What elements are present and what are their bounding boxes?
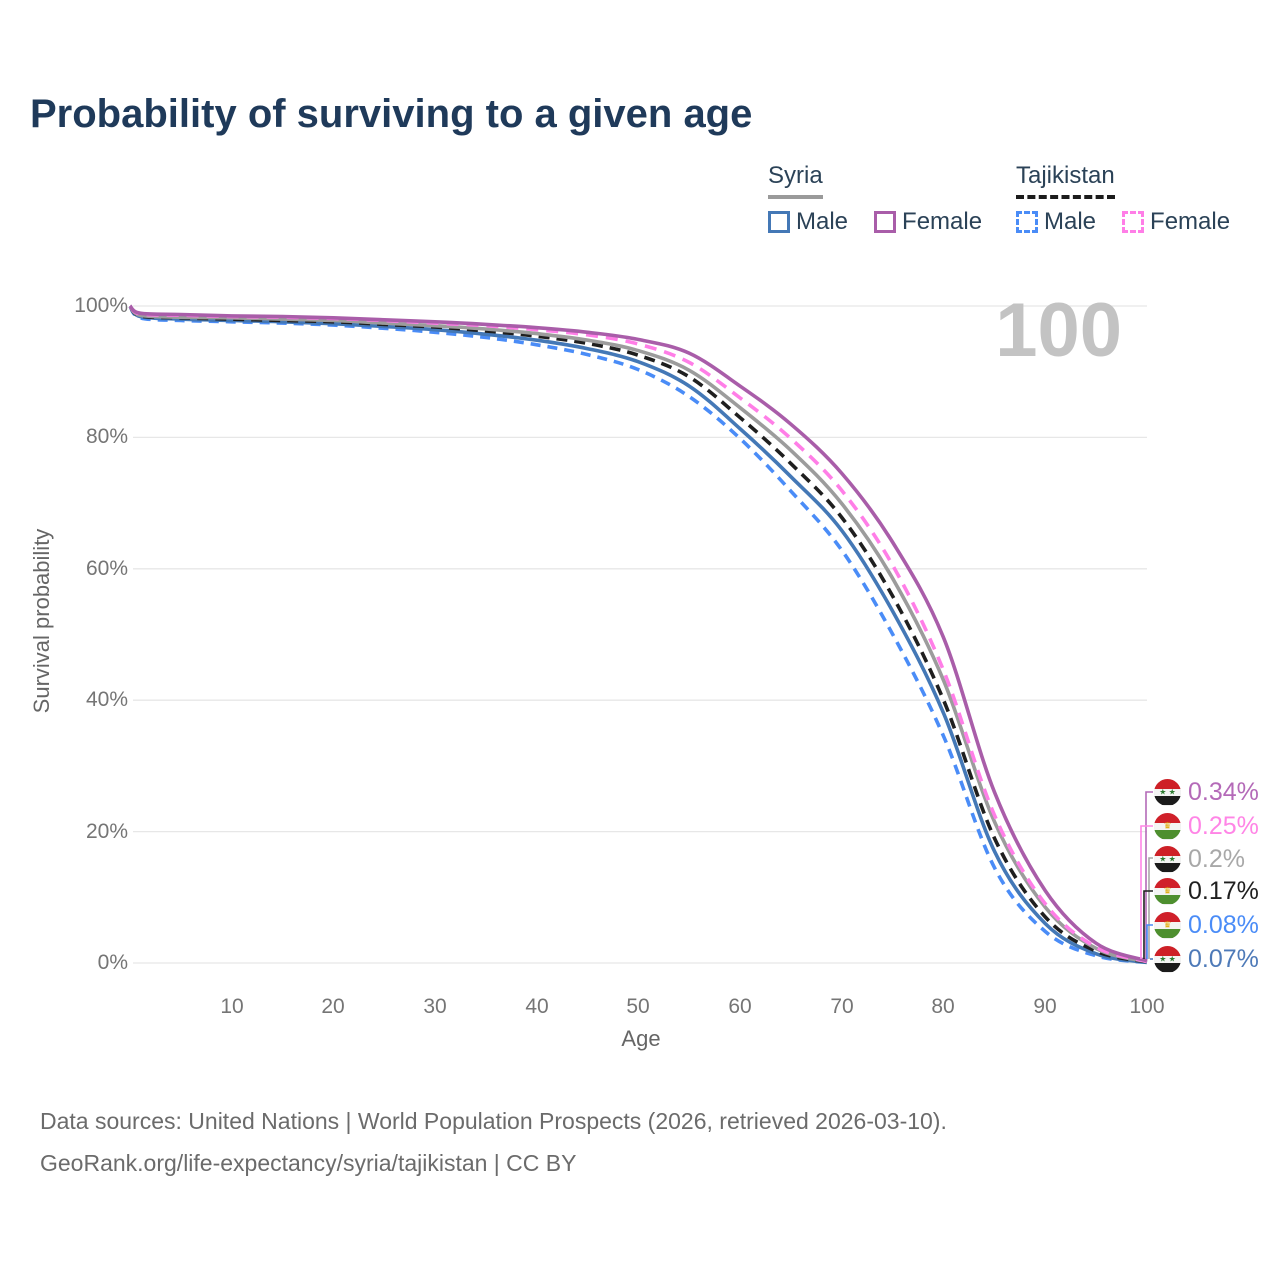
end-value: 0.17% (1188, 877, 1259, 905)
x-tick: 20 (321, 995, 345, 1018)
end-label-tajikistan-female: ♛ 0.25% (1154, 812, 1259, 840)
y-tick: 60% (85, 557, 128, 580)
legend-label: Male (1044, 208, 1097, 235)
x-tick: 90 (1033, 995, 1057, 1018)
legend-heading-tajikistan: Tajikistan (1016, 162, 1115, 199)
legend-item-syria-male[interactable]: Male (768, 208, 848, 236)
end-label-tajikistan-total: ♛ 0.17% (1154, 877, 1259, 905)
tajikistan-flag-icon: ♛ (1154, 911, 1181, 939)
legend-item-tajikistan-male[interactable]: Male (1016, 208, 1096, 236)
x-tick: 80 (931, 995, 955, 1018)
leader-line (1145, 791, 1153, 959)
legend-label: Female (1150, 208, 1231, 235)
end-value: 0.08% (1188, 911, 1259, 939)
end-value: 0.25% (1188, 812, 1259, 840)
license-line: GeoRank.org/life-expectancy/syria/tajiki… (40, 1150, 577, 1176)
source-line: Data sources: United Nations | World Pop… (40, 1108, 947, 1134)
syria-flag-icon: ★ ★ (1154, 845, 1181, 873)
tajikistan-female-swatch-icon (1122, 211, 1145, 233)
x-tick: 30 (423, 995, 447, 1018)
legend-group-syria: Syria Male Female (768, 162, 982, 236)
end-label-tajikistan-male: ♛ 0.08% (1154, 911, 1259, 939)
leader-line (1143, 890, 1153, 959)
legend-item-syria-female[interactable]: Female (874, 208, 982, 236)
series-line-tajikistan (128, 304, 1148, 964)
legend-label: Male (796, 208, 849, 235)
y-tick: 40% (85, 688, 128, 711)
series-line-tajikistan-male (128, 304, 1148, 965)
leader-line (1146, 924, 1153, 959)
tajikistan-flag-icon: ♛ (1154, 812, 1181, 840)
series-line-tajikistan-female (128, 304, 1148, 964)
legend-label: Female (902, 208, 983, 235)
end-label-syria-total: ★ ★ 0.2% (1154, 845, 1245, 873)
y-axis-title: Survival probability (29, 528, 54, 714)
end-value: 0.07% (1188, 945, 1259, 973)
end-value: 0.34% (1188, 778, 1259, 806)
y-tick: 100% (74, 294, 128, 317)
tajikistan-flag-icon: ♛ (1154, 877, 1181, 905)
leader-line (1148, 857, 1153, 959)
syria-female-swatch-icon (874, 211, 897, 233)
leader-line (1140, 825, 1153, 959)
x-tick: 70 (830, 995, 854, 1018)
hovered-age-watermark: 100 (995, 288, 1122, 373)
syria-flag-icon: ★ ★ (1154, 778, 1181, 806)
x-tick: 10 (220, 995, 244, 1018)
series-line-syria-female (128, 304, 1148, 963)
legend-heading-syria: Syria (768, 162, 823, 199)
end-label-syria-female: ★ ★ 0.34% (1154, 778, 1259, 806)
series-line-syria (128, 304, 1148, 964)
x-tick: 40 (525, 995, 549, 1018)
y-tick: 20% (85, 820, 128, 843)
syria-male-swatch-icon (768, 211, 790, 233)
syria-flag-icon: ★ ★ (1154, 945, 1181, 973)
x-tick: 100 (1129, 995, 1165, 1018)
legend-item-tajikistan-female[interactable]: Female (1122, 208, 1230, 236)
end-label-syria-male: ★ ★ 0.07% (1154, 945, 1259, 973)
x-axis-title: Age (621, 1026, 661, 1051)
y-tick: 80% (85, 425, 128, 448)
tajikistan-male-swatch-icon (1016, 211, 1038, 233)
page-title: Probability of surviving to a given age (30, 92, 753, 136)
legend-group-tajikistan: Tajikistan Male Female (1016, 162, 1230, 236)
y-tick: 0% (97, 951, 128, 974)
data-source-note: Data sources: United Nations | World Pop… (40, 1100, 947, 1184)
end-value: 0.2% (1188, 845, 1245, 873)
x-tick: 50 (626, 995, 650, 1018)
x-tick: 60 (728, 995, 752, 1018)
